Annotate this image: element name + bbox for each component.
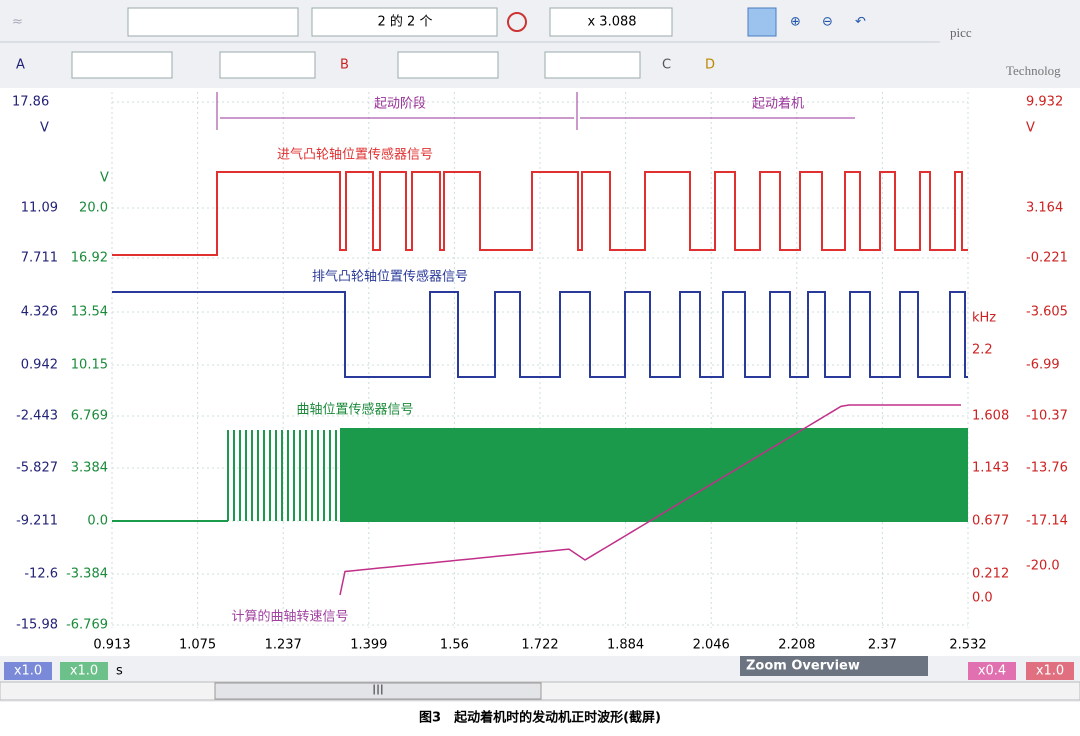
annotation: 起动阶段 <box>374 97 426 112</box>
signal-label: 排气凸轮轴位置传感器信号 <box>312 269 468 285</box>
axis-tick-label: 4.326 <box>21 305 58 320</box>
axis-tick-label: -12.6 <box>24 567 58 582</box>
axis-tick-label: -10.37 <box>1026 409 1068 424</box>
axis-tick-label: 0.677 <box>972 514 1009 529</box>
x-tick-label: 0.913 <box>93 638 130 653</box>
x-tick-label: 1.722 <box>521 638 558 653</box>
zoom-box[interactable] <box>549 7 673 37</box>
annotation: 起动着机 <box>752 96 804 112</box>
axis-tick-label: 11.09 <box>21 201 58 216</box>
axis-tick-label: -5.827 <box>16 461 58 476</box>
signal-label: 计算的曲轴转速信号 <box>231 609 348 625</box>
axis-unit: kHz <box>972 311 996 326</box>
axis-tick-label: 10.15 <box>71 358 108 373</box>
scale-badge-label: x0.4 <box>978 664 1006 679</box>
zoom-overview-bar[interactable] <box>740 656 928 676</box>
zoom-factor: x 3.088 <box>587 15 636 30</box>
axis-top: 9.932 <box>1026 95 1063 110</box>
channel-button[interactable]: B <box>340 58 349 73</box>
zoom-in-button[interactable]: ⊕ <box>790 15 801 30</box>
x-unit: s <box>116 664 123 679</box>
axis-tick-label: 3.164 <box>1026 201 1063 216</box>
undo-button[interactable]: ↶ <box>855 15 866 30</box>
axis-tick-label: 1.608 <box>972 409 1009 424</box>
x-tick-label: 1.884 <box>607 638 644 653</box>
scale-badge[interactable] <box>4 662 52 680</box>
x-tick-label: 1.399 <box>350 638 387 653</box>
caption: 图3 起动着机时的发动机正时波形(截屏) <box>419 710 661 726</box>
rpm-wave <box>339 404 961 596</box>
range-a[interactable] <box>71 51 173 79</box>
scroll-grip: III <box>372 684 384 699</box>
x-tick-label: 1.075 <box>179 638 216 653</box>
axis-unit: V <box>100 171 109 186</box>
axis-unit: V <box>40 121 49 136</box>
signal-label: 进气凸轮轴位置传感器信号 <box>277 147 433 163</box>
scale-badge[interactable] <box>968 662 1016 680</box>
crank-dense <box>340 428 968 522</box>
x-tick-label: 2.208 <box>778 638 815 653</box>
coupling-a[interactable] <box>219 51 316 79</box>
exhaust-wave <box>112 291 968 378</box>
axis-tick-label: -17.14 <box>1026 514 1068 529</box>
timebase-box[interactable] <box>127 7 299 37</box>
axis-unit: V <box>1026 121 1035 136</box>
axis-tick-label: 2.2 <box>972 343 993 358</box>
axis-tick-label: 6.769 <box>71 409 108 424</box>
logo-sub: Technolog <box>1006 63 1061 78</box>
signal-label: 曲轴位置传感器信号 <box>296 402 413 418</box>
channel-button[interactable]: C <box>662 58 671 73</box>
scale-badge-label: x1.0 <box>70 664 98 679</box>
zoom-out-button[interactable]: ⊖ <box>822 15 833 30</box>
axis-tick-label: 16.92 <box>71 251 108 266</box>
axis-tick-label: 20.0 <box>79 201 108 216</box>
compass-button[interactable] <box>507 12 527 32</box>
zoom-overview-label: Zoom Overview <box>746 659 860 674</box>
x-tick-label: 2.532 <box>949 638 986 653</box>
axis-tick-label: 0.212 <box>972 567 1009 582</box>
axis-tick-label: 7.711 <box>21 251 58 266</box>
x-tick-label: 2.37 <box>868 638 897 653</box>
toolbar-row-1: ≈ ⊕ ⊖ ↶ <box>12 7 866 37</box>
scale-badge-label: x1.0 <box>1036 664 1064 679</box>
axis-tick-label: -9.211 <box>16 514 58 529</box>
axis-tick-label: 13.54 <box>71 305 108 320</box>
axis-tick-label: -20.0 <box>1026 559 1060 574</box>
axis-tick-label: -2.443 <box>16 409 58 424</box>
scale-badge-label: x1.0 <box>14 664 42 679</box>
axis-tick-label: 0.942 <box>21 358 58 373</box>
axis-tick-label: 3.384 <box>71 461 108 476</box>
x-tick-label: 1.56 <box>440 638 469 653</box>
axis-tick-label: -3.605 <box>1026 305 1068 320</box>
page-box[interactable] <box>311 7 498 37</box>
axis-tick-label: -6.99 <box>1026 358 1060 373</box>
logo: picc <box>950 25 972 40</box>
axis-tick-label: 0.0 <box>972 591 993 606</box>
zoom-tool[interactable] <box>747 7 777 37</box>
channel-button[interactable]: A <box>16 58 25 73</box>
axis-tick-label: -3.384 <box>66 567 108 582</box>
scale-badge[interactable] <box>1026 662 1074 680</box>
x-tick-label: 2.046 <box>693 638 730 653</box>
scale-badge[interactable] <box>60 662 108 680</box>
channel-button[interactable]: D <box>705 58 715 73</box>
toolbar-row-2 <box>71 51 641 79</box>
axis-tick-label: 0.0 <box>87 514 108 529</box>
axis-tick-label: 1.143 <box>972 461 1009 476</box>
page-counter: 2 的 2 个 <box>378 14 433 30</box>
axis-tick-label: -6.769 <box>66 618 108 633</box>
axis-tick-label: -0.221 <box>1026 251 1068 266</box>
axis-tick-label: -13.76 <box>1026 461 1068 476</box>
axis-top: 17.86 <box>12 95 49 110</box>
intake-wave <box>112 171 968 256</box>
icon: ≈ <box>12 15 23 30</box>
range-b[interactable] <box>397 51 499 79</box>
scroll-thumb[interactable] <box>214 682 542 700</box>
x-tick-label: 1.237 <box>265 638 302 653</box>
coupling-b[interactable] <box>544 51 641 79</box>
axis-tick-label: -15.98 <box>16 618 58 633</box>
